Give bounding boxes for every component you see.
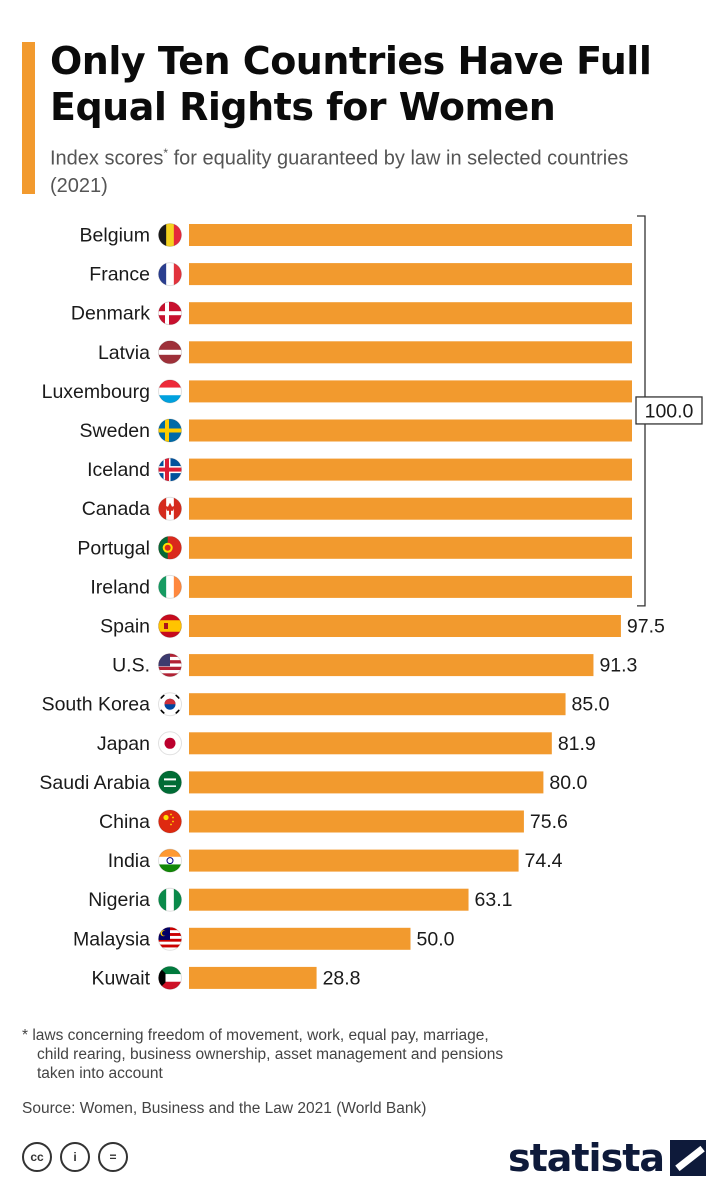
- category-label: Canada: [82, 498, 150, 520]
- china-flag-icon: [158, 809, 182, 834]
- category-label: France: [89, 264, 150, 286]
- nigeria-flag-icon: [158, 887, 182, 912]
- bar-portugal: [189, 536, 632, 559]
- title-accent-bar: [22, 42, 35, 194]
- subtitle-part-b: for equality guaranteed by law in select…: [50, 147, 629, 197]
- bar-france: [189, 263, 632, 286]
- category-label: China: [99, 811, 150, 833]
- subtitle-part-a: Index scores: [50, 147, 164, 170]
- statista-logo[interactable]: statista: [508, 1136, 706, 1180]
- bar-nigeria: [189, 888, 469, 911]
- chart-subtitle: Index scores* for equality guaranteed by…: [50, 140, 670, 200]
- spain-flag-icon: [158, 614, 182, 638]
- portugal-flag-icon: [158, 535, 182, 560]
- bar-luxembourg: [189, 380, 632, 403]
- group-value-label: 100.0: [645, 400, 694, 422]
- bar-iceland: [189, 458, 632, 481]
- attribution-icon[interactable]: i: [60, 1142, 90, 1172]
- category-label: Malaysia: [73, 928, 150, 950]
- value-label: 81.9: [558, 733, 596, 755]
- bar-canada: [189, 497, 632, 520]
- bar-latvia: [189, 341, 632, 364]
- category-label: Sweden: [80, 420, 150, 442]
- bar-saudi-arabia: [189, 771, 544, 794]
- category-label: India: [108, 850, 150, 872]
- footnote-line: child rearing, business ownership, asset…: [37, 1046, 504, 1063]
- bar-malaysia: [189, 927, 411, 950]
- value-label: 91.3: [599, 655, 637, 677]
- category-label: U.S.: [112, 655, 150, 677]
- iceland-flag-icon: [158, 457, 182, 482]
- value-label: 97.5: [627, 616, 665, 638]
- footnote: * laws concerning freedom of movement, w…: [22, 1026, 662, 1083]
- category-label: Iceland: [87, 459, 150, 481]
- south-korea-flag-icon: [158, 692, 182, 717]
- source-note: Source: Women, Business and the Law 2021…: [22, 1100, 427, 1117]
- bar-belgium: [189, 224, 632, 246]
- canada-flag-icon: [158, 496, 182, 521]
- chart-title: Only Ten Countries Have Full Equal Right…: [50, 39, 652, 129]
- malaysia-flag-icon: [158, 926, 182, 951]
- category-label: Ireland: [90, 576, 150, 598]
- category-label: Kuwait: [91, 967, 150, 989]
- value-label: 50.0: [417, 928, 455, 950]
- bar-south-korea: [189, 693, 566, 716]
- bar-ireland: [189, 575, 632, 598]
- luxembourg-flag-icon: [158, 379, 182, 404]
- category-label: Saudi Arabia: [39, 772, 150, 794]
- category-label: Latvia: [98, 342, 150, 364]
- category-label: Portugal: [77, 537, 150, 559]
- value-label: 85.0: [572, 694, 610, 716]
- latvia-flag-icon: [158, 340, 182, 365]
- license-icons: cc i =: [22, 1142, 128, 1172]
- value-label: 74.4: [525, 850, 563, 872]
- japan-flag-icon: [158, 731, 182, 756]
- cc-icon[interactable]: cc: [22, 1142, 52, 1172]
- bar-sweden: [189, 419, 632, 442]
- bar-china: [189, 810, 524, 833]
- value-label: 80.0: [549, 772, 587, 794]
- value-label: 28.8: [323, 967, 361, 989]
- kuwait-flag-icon: [158, 965, 182, 990]
- category-label: Luxembourg: [42, 381, 150, 403]
- category-label: Nigeria: [88, 889, 150, 911]
- value-label: 75.6: [530, 811, 568, 833]
- category-label: Belgium: [80, 225, 150, 247]
- statista-mark-icon: [670, 1140, 706, 1176]
- belgium-flag-icon: [158, 223, 182, 247]
- footnote-line: taken into account: [37, 1065, 163, 1082]
- bar-japan: [189, 732, 552, 755]
- category-label: Denmark: [71, 303, 150, 325]
- bar-chart: Belgium France Denmark Latvia Luxembourg Swed…: [39, 215, 703, 990]
- category-label: Spain: [100, 616, 150, 638]
- india-flag-icon: [158, 848, 182, 873]
- bar-kuwait: [189, 966, 317, 989]
- category-label: Japan: [97, 733, 150, 755]
- saudi-arabia-flag-icon: [158, 770, 182, 795]
- category-label: South Korea: [42, 694, 151, 716]
- france-flag-icon: [158, 262, 182, 287]
- group-label-box: [635, 396, 703, 425]
- footnote-line: * laws concerning freedom of movement, w…: [22, 1027, 489, 1044]
- value-label: 63.1: [475, 889, 513, 911]
- bar-india: [189, 849, 519, 872]
- bar-spain: [189, 615, 621, 637]
- bar-u-s-: [189, 654, 594, 677]
- subtitle-footnote-marker: *: [163, 146, 169, 160]
- ireland-flag-icon: [158, 574, 182, 599]
- denmark-flag-icon: [158, 301, 182, 326]
- no-derivatives-icon[interactable]: =: [98, 1142, 128, 1172]
- us-flag-icon: [158, 653, 182, 678]
- sweden-flag-icon: [158, 418, 182, 443]
- statista-wordmark: statista: [507, 1136, 665, 1180]
- bar-denmark: [189, 302, 632, 325]
